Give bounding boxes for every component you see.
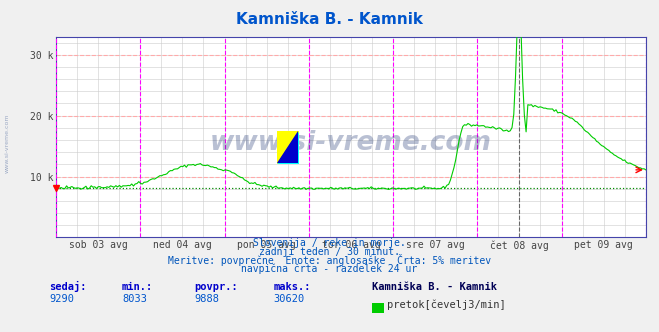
Text: navpična črta - razdelek 24 ur: navpična črta - razdelek 24 ur — [241, 264, 418, 274]
Polygon shape — [277, 131, 298, 163]
Text: 9290: 9290 — [49, 294, 74, 304]
Text: 30620: 30620 — [273, 294, 304, 304]
Text: Kamniška B. - Kamnik: Kamniška B. - Kamnik — [236, 12, 423, 27]
Text: pretok[čevelj3/min]: pretok[čevelj3/min] — [387, 299, 506, 310]
Text: 9888: 9888 — [194, 294, 219, 304]
Text: 8033: 8033 — [122, 294, 147, 304]
Text: www.si-vreme.com: www.si-vreme.com — [210, 130, 492, 156]
Text: povpr.:: povpr.: — [194, 283, 238, 292]
Text: Kamniška B. - Kamnik: Kamniška B. - Kamnik — [372, 283, 498, 292]
Text: sedaj:: sedaj: — [49, 282, 87, 292]
Text: maks.:: maks.: — [273, 283, 311, 292]
Text: Meritve: povprečne  Enote: anglosaške  Črta: 5% meritev: Meritve: povprečne Enote: anglosaške Črt… — [168, 254, 491, 266]
Text: Slovenija / reke in morje.: Slovenija / reke in morje. — [253, 238, 406, 248]
Text: zadnji teden / 30 minut.: zadnji teden / 30 minut. — [259, 247, 400, 257]
Text: www.si-vreme.com: www.si-vreme.com — [5, 113, 10, 173]
Text: min.:: min.: — [122, 283, 153, 292]
